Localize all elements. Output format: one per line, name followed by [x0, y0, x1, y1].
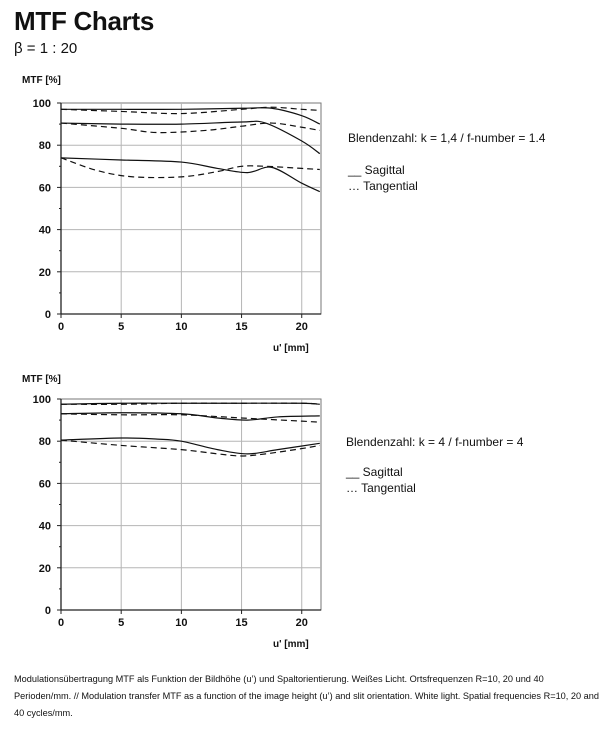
x-tick-label: 10 — [175, 321, 187, 333]
x-tick-label: 5 — [118, 321, 124, 333]
x-tick-label: 0 — [58, 321, 64, 333]
y-tick-label: 80 — [39, 140, 51, 152]
series-line-tangential — [60, 413, 320, 423]
series-line-tangential — [60, 106, 320, 115]
legend: __ Sagittal … Tangential — [346, 464, 416, 496]
mtf-chart-2: MTF [%] 0 5 10 15 20 0 20 40 60 80 100 u' [mm] Ble… — [0, 366, 611, 656]
legend-sagittal: __ Sagittal — [346, 465, 403, 479]
x-tick-label: 10 — [175, 617, 187, 629]
y-tick-label: 60 — [39, 182, 51, 194]
plot-area — [60, 102, 322, 315]
magnification-label: β = 1 : 20 — [14, 40, 78, 57]
legend-sagittal: __ Sagittal — [348, 163, 405, 177]
x-tick-label: 0 — [58, 617, 64, 629]
legend-tangential: … Tangential — [346, 481, 416, 495]
y-axis-label: MTF [%] — [22, 75, 61, 86]
series-line-tangential — [60, 402, 320, 405]
series-line-sagittal — [60, 412, 320, 421]
y-axis-label: MTF [%] — [22, 374, 61, 385]
legend: __ Sagittal … Tangential — [348, 162, 418, 194]
y-tick-label: 40 — [39, 521, 51, 533]
y-tick-label: 100 — [33, 394, 51, 406]
x-tick-label: 20 — [296, 321, 308, 333]
y-tick-label: 80 — [39, 436, 51, 448]
mtf-plot-1: 0 5 10 15 20 0 20 40 60 80 100 — [33, 98, 322, 333]
y-tick-label: 100 — [33, 98, 51, 110]
y-tick-label: 60 — [39, 478, 51, 490]
series-line-tangential — [60, 439, 320, 457]
plot-area — [60, 398, 322, 611]
x-tick-label: 15 — [235, 321, 247, 333]
aperture-label: Blendenzahl: k = 1,4 / f-number = 1.4 — [348, 131, 546, 145]
x-axis-label: u' [mm] — [273, 343, 309, 354]
page-title: MTF Charts — [14, 6, 155, 36]
x-tick-label: 20 — [296, 617, 308, 629]
legend-tangential: … Tangential — [348, 179, 418, 193]
y-tick-label: 20 — [39, 267, 51, 279]
series-line-tangential — [60, 122, 320, 134]
aperture-label: Blendenzahl: k = 4 / f-number = 4 — [346, 435, 524, 449]
caption: Modulationsübertragung MTF als Funktion … — [14, 674, 599, 718]
series-line-sagittal — [60, 437, 320, 455]
x-tick-label: 5 — [118, 617, 124, 629]
mtf-plot-2: 0 5 10 15 20 0 20 40 60 80 100 — [33, 394, 322, 629]
series-line-sagittal — [60, 107, 321, 125]
series-line-tangential — [60, 157, 320, 179]
y-tick-label: 20 — [39, 563, 51, 575]
y-tick-label: 0 — [45, 605, 51, 617]
series-line-sagittal — [60, 157, 321, 193]
y-tick-label: 0 — [45, 309, 51, 321]
x-tick-label: 15 — [235, 617, 247, 629]
x-axis-label: u' [mm] — [273, 639, 309, 650]
mtf-chart-1: MTF [%] 0 5 10 15 20 0 20 40 60 80 100 u' [mm] Ble… — [0, 70, 611, 360]
y-tick-label: 40 — [39, 225, 51, 237]
series-line-sagittal — [60, 120, 321, 155]
